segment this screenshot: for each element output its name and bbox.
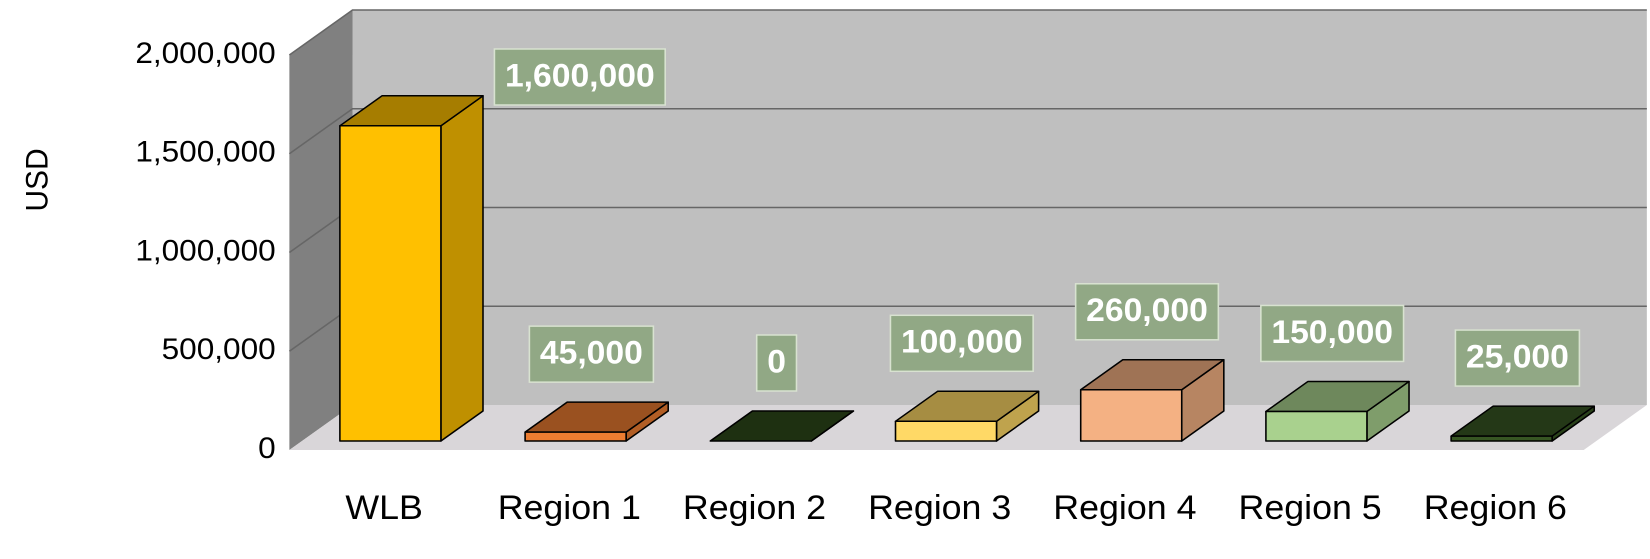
x-tick-label: WLB — [345, 489, 423, 527]
x-tick-label: Region 3 — [868, 489, 1011, 527]
data-label: 150,000 — [1260, 304, 1405, 363]
data-label-box — [493, 48, 666, 106]
y-tick-label: 2,000,000 — [135, 36, 275, 70]
x-tick-label: Region 1 — [498, 489, 641, 527]
data-label-box — [755, 334, 798, 392]
data-label: 260,000 — [1074, 283, 1220, 341]
bar-front — [524, 431, 627, 442]
x-tick-label: Region 4 — [1053, 489, 1196, 527]
data-label-text: 260,000 — [1086, 292, 1208, 328]
bar — [1079, 359, 1225, 442]
y-tick-label: 0 — [258, 431, 276, 465]
data-label: 100,000 — [889, 314, 1034, 373]
data-label: 25,000 — [1454, 329, 1581, 387]
grid-line — [288, 9, 1647, 56]
data-label-text: 1,600,000 — [505, 57, 655, 93]
data-label-text: 45,000 — [540, 334, 643, 370]
y-axis-title: USD — [19, 148, 55, 211]
data-label-box — [1260, 304, 1405, 363]
data-label-box — [1074, 283, 1220, 341]
x-tick-label: Region 2 — [683, 489, 826, 527]
data-label-box — [889, 314, 1034, 373]
bar — [709, 410, 855, 442]
data-label-box — [528, 325, 655, 383]
data-label-text: 0 — [767, 343, 786, 379]
bar — [1450, 405, 1596, 442]
data-label-box — [1454, 329, 1581, 387]
bar-top — [709, 410, 855, 442]
bar-front — [339, 125, 442, 442]
y-tick-label: 1,000,000 — [135, 233, 275, 267]
data-label: 0 — [755, 334, 798, 392]
data-label: 45,000 — [528, 325, 655, 383]
x-tick-label: Region 6 — [1424, 489, 1567, 527]
data-label-text: 150,000 — [1271, 314, 1393, 350]
y-tick-label: 1,500,000 — [135, 134, 275, 168]
bar-front — [1450, 435, 1553, 442]
bar-side — [440, 95, 484, 442]
bar — [524, 401, 669, 442]
bar — [339, 95, 484, 442]
x-tick-label: Region 5 — [1239, 489, 1382, 527]
bar-front — [1265, 410, 1368, 442]
bar-front — [894, 420, 998, 442]
bar — [1265, 380, 1410, 442]
y-tick-label: 500,000 — [162, 332, 276, 366]
bar-front — [1079, 389, 1183, 442]
data-label-text: 25,000 — [1466, 338, 1569, 374]
data-label: 1,600,000 — [493, 48, 666, 106]
bar — [894, 390, 1040, 442]
data-label-text: 100,000 — [901, 324, 1023, 360]
grid-line — [288, 108, 1647, 155]
